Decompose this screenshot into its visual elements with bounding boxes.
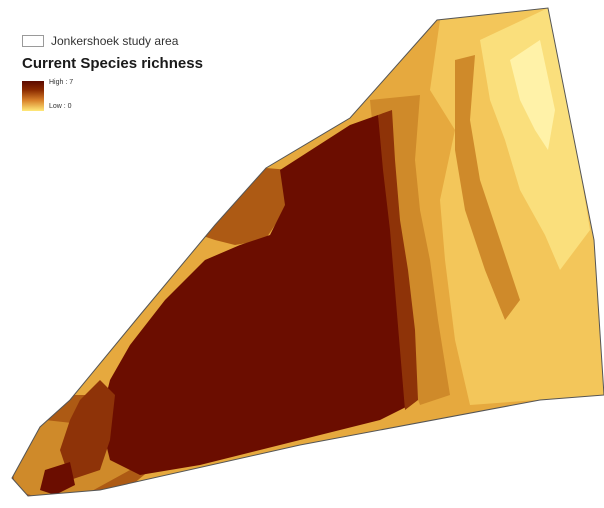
color-ramp — [22, 81, 44, 111]
richness-zone-class-5-north — [200, 168, 290, 245]
richness-zone-class-6 — [378, 110, 418, 410]
ramp-low-label: Low : 0 — [49, 103, 72, 110]
map-legend: Jonkershoek study area Current Species r… — [0, 0, 260, 130]
richness-zone-class-6-south — [60, 380, 115, 480]
richness-zone-class-7-patch — [40, 462, 75, 495]
richness-zone-class-7 — [100, 115, 410, 475]
ramp-high-label: High : 7 — [49, 79, 74, 86]
study-area-label: Jonkershoek study area — [51, 34, 179, 48]
richness-zone-class-1 — [480, 8, 590, 270]
study-area-swatch — [22, 35, 44, 47]
richness-zone-class-4-band — [455, 55, 520, 320]
legend-title: Current Species richness — [22, 55, 203, 72]
study-area-legend-item: Jonkershoek study area — [22, 33, 178, 49]
richness-zone-class-0 — [510, 40, 555, 150]
study-area-boundary — [11, 7, 604, 497]
